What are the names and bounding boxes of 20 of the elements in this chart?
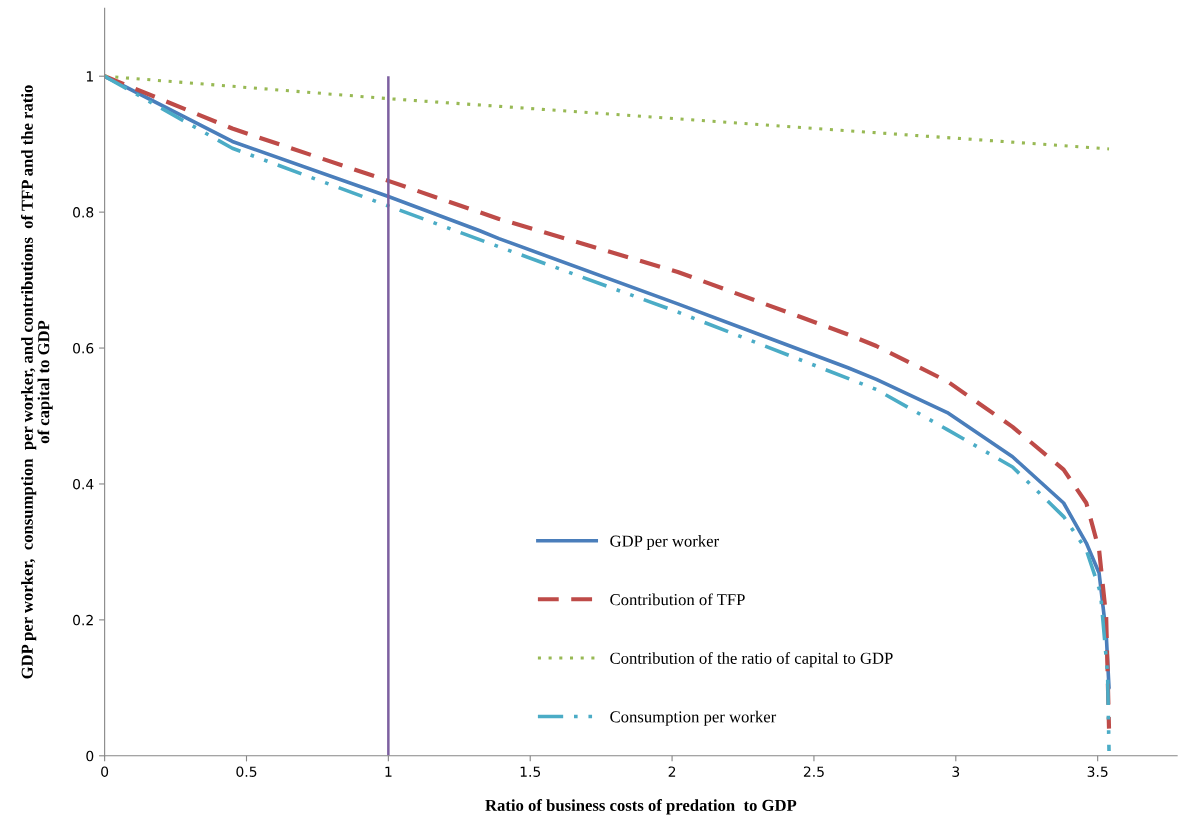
x-tick-label: 2	[668, 766, 676, 777]
y-tick-label: 0.6	[73, 343, 94, 354]
x-tick-label: 3	[952, 766, 960, 777]
y-tick-label: 0.8	[73, 207, 94, 218]
legend-label: Contribution of TFP	[610, 593, 745, 606]
x-axis-title: Ratio of business costs of predation to GDP	[485, 799, 797, 815]
y-tick-label: 1	[86, 71, 93, 82]
legend-label: Consumption per worker	[610, 710, 777, 726]
y-axis-title: GDP per worker, consumption per worker, and contributions of TFP and the ratio of capital to GDP	[20, 85, 53, 679]
y-tick-label: 0.4	[73, 478, 94, 490]
x-tick-label: 1.5	[520, 766, 541, 777]
x-tick-label: 2.5	[803, 766, 824, 777]
legend-label: Contribution of the ratio of capital to GDP	[610, 652, 893, 668]
x-tick-label: 0	[101, 766, 109, 777]
legend-label: GDP per worker	[610, 535, 719, 551]
x-tick-label: 3.5	[1087, 766, 1108, 777]
y-tick-label: 0.2	[73, 614, 93, 626]
x-tick-label: 1	[385, 766, 392, 777]
x-tick-label: 0.5	[236, 766, 257, 777]
y-tick-label: 0	[86, 750, 94, 762]
